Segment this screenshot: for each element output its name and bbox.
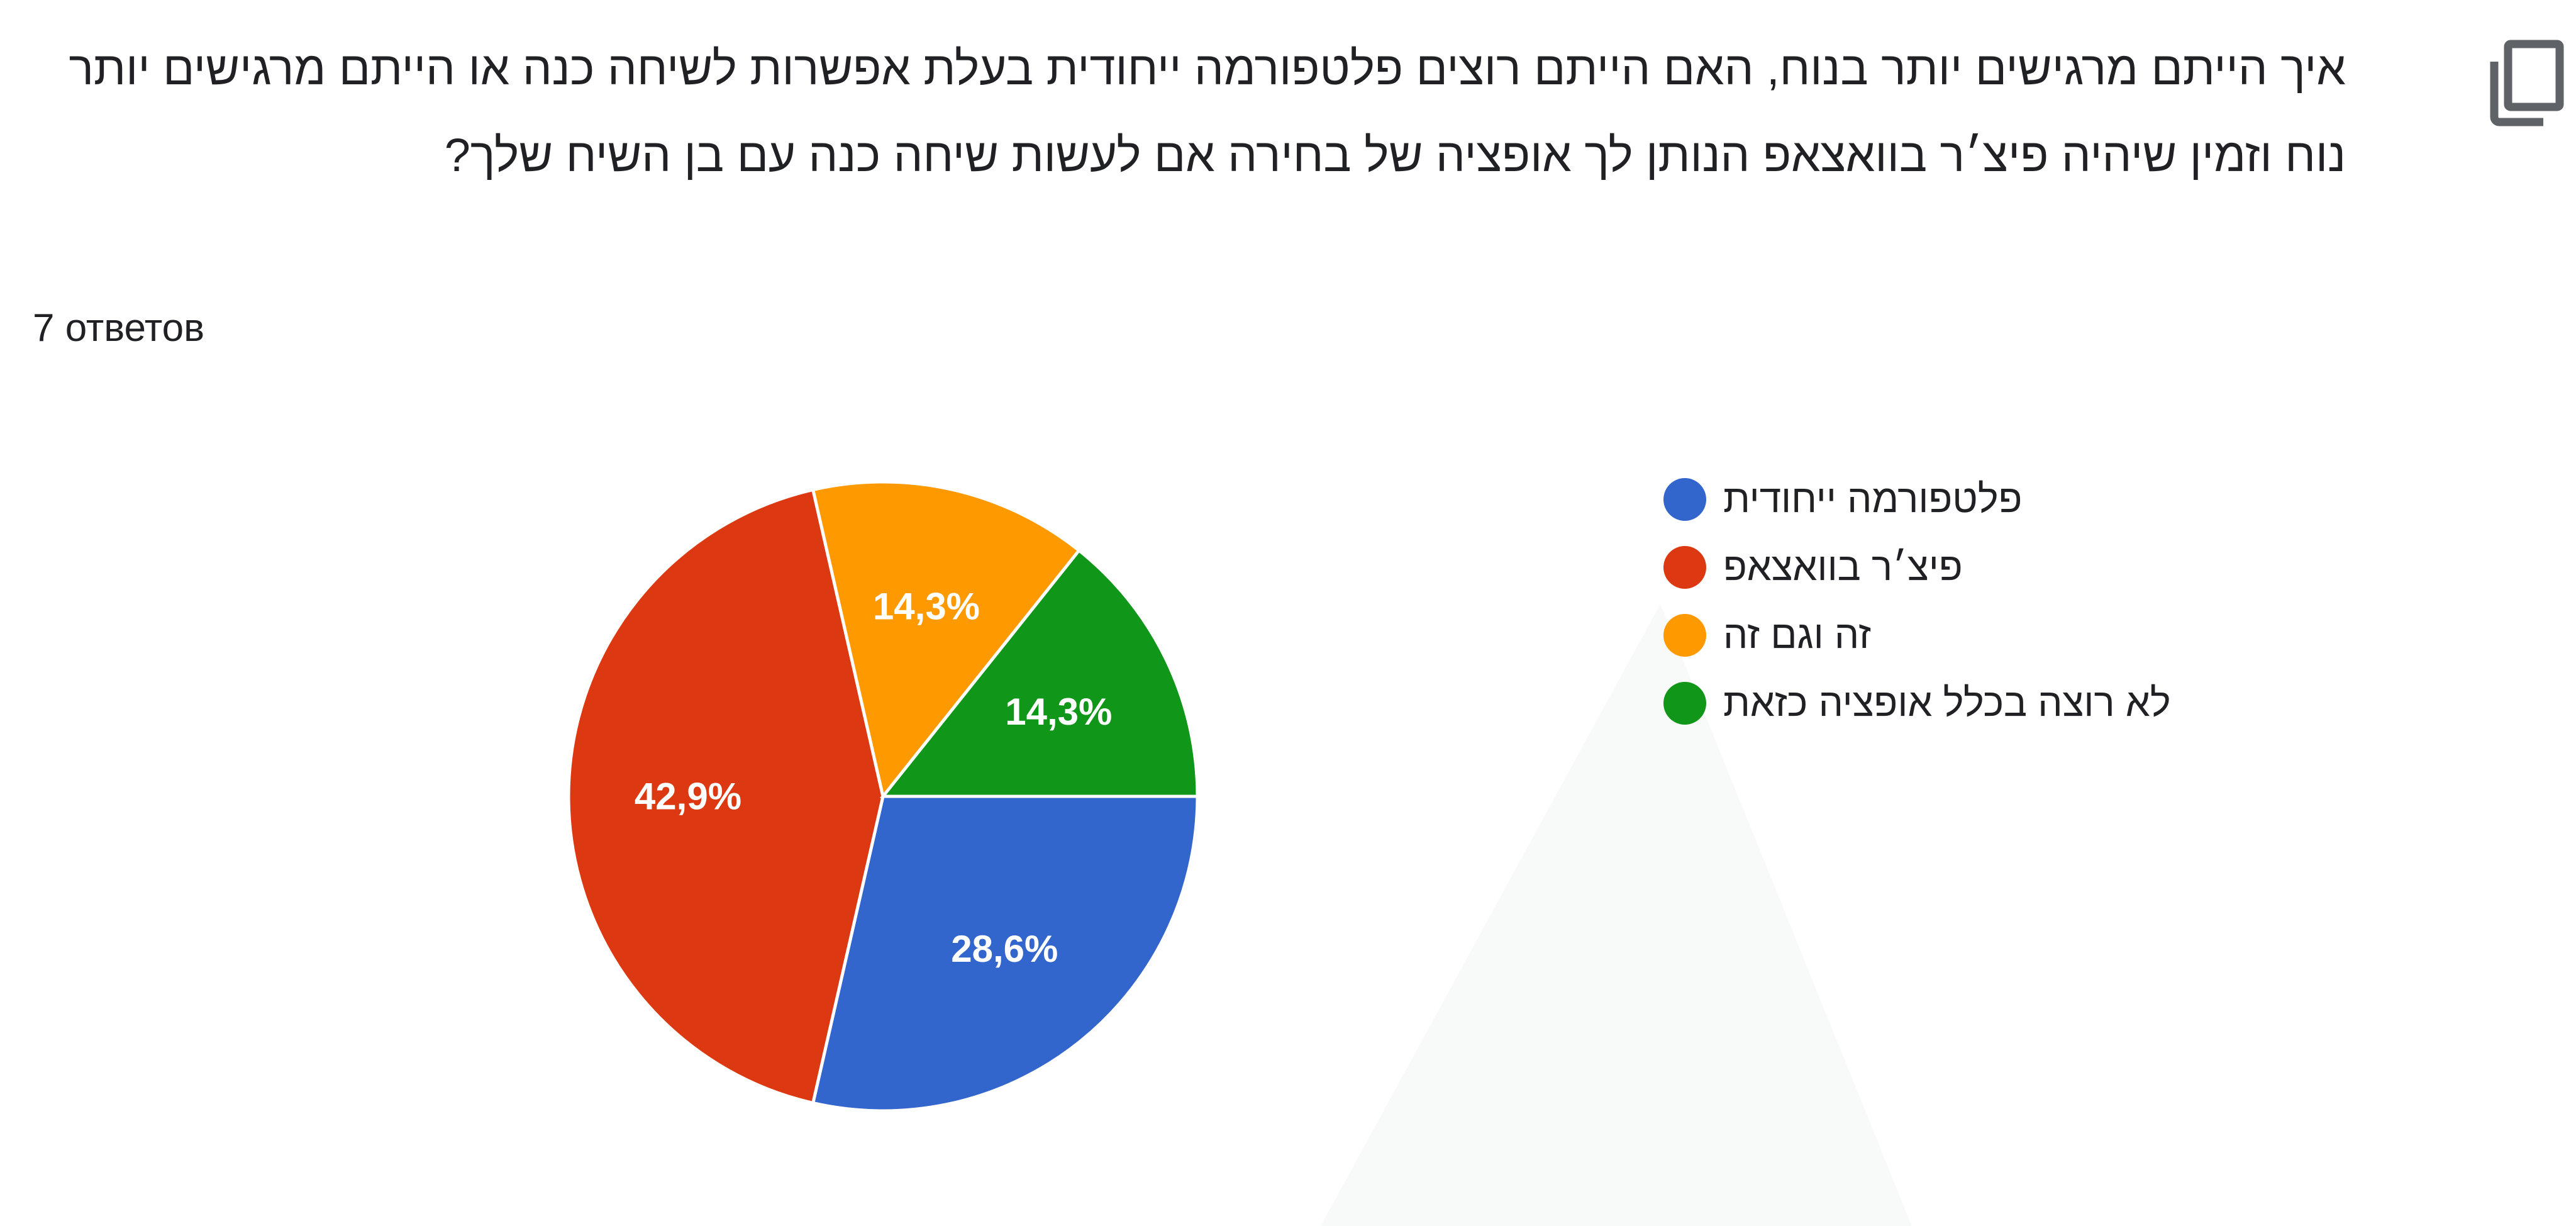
- legend-item[interactable]: פיצ׳ר בוואצאפ: [1660, 533, 2226, 601]
- legend-label: פלטפורמה ייחודית: [1723, 477, 2023, 521]
- legend-swatch: [1663, 478, 1706, 521]
- legend-label: זה וגם זה: [1723, 613, 1872, 657]
- chart-legend: פלטפורמה ייחודית פיצ׳ר בוואצאפ זה וגם זה לא…: [1660, 465, 2226, 737]
- pie-slice[interactable]: [879, 548, 1199, 798]
- legend-swatch: [1663, 546, 1706, 589]
- legend-swatch: [1663, 682, 1706, 725]
- legend-label: לא רוצה בכלל אופציה כזאת: [1723, 681, 2171, 725]
- legend-swatch: [1663, 614, 1706, 657]
- slice-label: 14,3%: [873, 585, 980, 627]
- pie-slice[interactable]: [567, 488, 885, 1105]
- pie-slice[interactable]: [811, 794, 1199, 1113]
- legend-item[interactable]: לא רוצה בכלל אופציה כזאת: [1660, 669, 2226, 737]
- legend-item[interactable]: פלטפורמה ייחודית: [1660, 465, 2226, 533]
- question-title: איך הייתם מרגישים יותר בנוח, האם הייתם ר…: [69, 42, 2346, 181]
- legend-label: פיצ׳ר בוואצאפ: [1723, 545, 1963, 589]
- slice-label: 14,3%: [1005, 691, 1112, 733]
- response-count: 7 ответов: [33, 306, 205, 350]
- slice-label: 42,9%: [635, 776, 741, 818]
- copy-icon: [2490, 40, 2564, 126]
- legend-item[interactable]: זה וגם זה: [1660, 601, 2226, 669]
- copy-chart-button[interactable]: [2489, 39, 2565, 127]
- slice-label: 28,6%: [951, 928, 1058, 970]
- pie-slice[interactable]: [811, 480, 1082, 800]
